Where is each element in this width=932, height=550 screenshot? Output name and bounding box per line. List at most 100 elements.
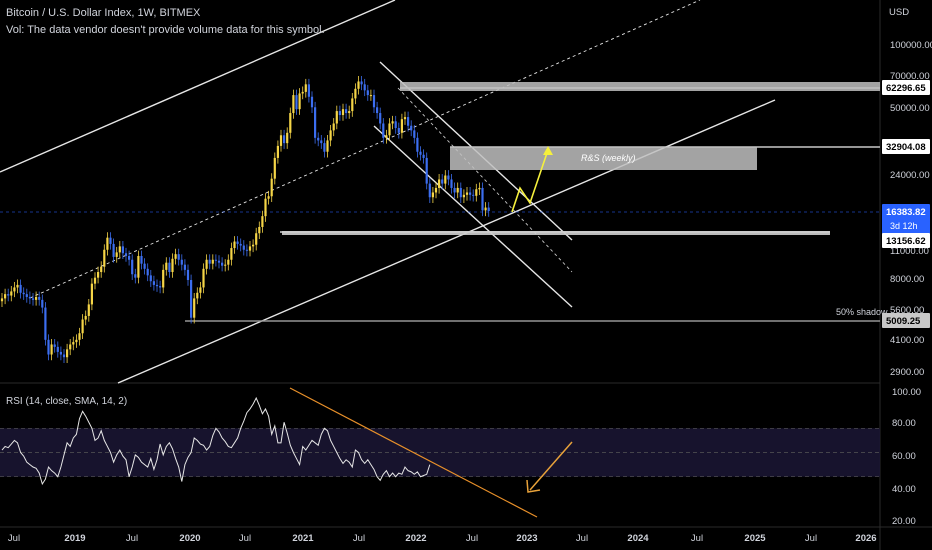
- candle-body: [413, 130, 416, 138]
- price-tag-value: 13156.62: [886, 236, 926, 247]
- candle-body: [438, 179, 441, 188]
- candle-body: [341, 109, 345, 116]
- time-tick-label: Jul: [576, 533, 588, 544]
- rsi-trendline: [289, 387, 538, 518]
- price-tag-value: 62296.65: [886, 83, 926, 94]
- candle-body: [38, 296, 41, 300]
- candle-body: [366, 90, 369, 96]
- candle-body: [149, 275, 152, 282]
- price-tick-label: 24000.00: [890, 170, 930, 181]
- candle-body: [478, 187, 481, 190]
- rsi-tick-label: 100.00: [892, 387, 921, 398]
- candle-body: [193, 298, 196, 318]
- rsi-tick-label: 80.00: [892, 418, 916, 429]
- candle-body: [202, 268, 205, 288]
- symbol-title: Bitcoin / U.S. Dollar Index, 1W, BITMEX: [6, 7, 201, 19]
- rsi-line: [1, 396, 431, 486]
- candle-body: [84, 315, 87, 320]
- price-tag-value: 16383.82: [886, 207, 926, 218]
- candle-body: [372, 95, 376, 108]
- candle-body: [16, 284, 19, 288]
- price-tick-label: 11000.00: [890, 246, 929, 257]
- time-tick-label: 2023: [516, 533, 537, 544]
- candle-body: [487, 207, 490, 212]
- candle-body: [447, 175, 450, 180]
- rsi-tick-label: 40.00: [892, 484, 916, 495]
- candle-body: [35, 296, 38, 300]
- candle-body: [224, 264, 227, 266]
- candle-body: [351, 98, 354, 112]
- candle-body: [196, 292, 199, 299]
- resistance-zone-32904: [450, 147, 757, 170]
- candle-body: [469, 192, 472, 195]
- candle-body: [484, 207, 487, 211]
- candle-body: [298, 93, 301, 110]
- candle-body: [118, 246, 121, 253]
- candle-body: [397, 128, 400, 133]
- candle-body: [121, 246, 124, 254]
- candle-body: [475, 189, 478, 196]
- candle-body: [174, 254, 177, 259]
- price-tag: [882, 139, 930, 154]
- candle-body: [131, 259, 134, 275]
- candle-body: [354, 88, 357, 99]
- candle-body: [208, 259, 211, 264]
- candle-body: [428, 183, 431, 198]
- candle-body: [286, 132, 289, 144]
- candle-body: [431, 192, 434, 198]
- candle-body: [100, 266, 103, 273]
- candle-body: [180, 259, 183, 265]
- down-channel-lower-line: [373, 125, 573, 308]
- candle-body: [407, 117, 410, 126]
- candle-body: [140, 255, 143, 264]
- candle-body: [168, 262, 171, 273]
- candle-body: [72, 342, 75, 345]
- candle-body: [239, 243, 242, 246]
- down-channel-mid-dashed: [397, 87, 573, 273]
- candle-body: [106, 237, 109, 250]
- time-tick-label: Jul: [353, 533, 365, 544]
- rsi-tick-label: 60.00: [892, 451, 916, 462]
- candle-body: [255, 233, 258, 245]
- candle-body: [214, 259, 217, 261]
- candle-body: [41, 299, 44, 308]
- candle-body: [419, 151, 422, 155]
- candle-body: [462, 194, 465, 198]
- price-tag-countdown: 3d 12h: [890, 221, 918, 231]
- price-tag-value: 32904.08: [886, 142, 926, 153]
- candle-body: [363, 84, 366, 91]
- candle-body: [385, 135, 388, 138]
- candle-body: [199, 287, 202, 293]
- candle-body: [481, 187, 484, 211]
- time-tick-label: Jul: [691, 533, 703, 544]
- candle-body: [252, 244, 255, 247]
- candle-body: [444, 175, 447, 184]
- candle-body: [465, 192, 469, 195]
- projection-arrowhead: [543, 146, 553, 155]
- candle-body: [90, 283, 93, 305]
- rsi-title: RSI (14, close, SMA, 14, 2): [6, 396, 127, 407]
- candle-body: [146, 268, 149, 276]
- projection-path: [511, 149, 549, 213]
- candle-body: [304, 84, 307, 92]
- candle-body: [456, 187, 459, 193]
- rsi-tick-label: 20.00: [892, 516, 916, 527]
- rsi-arrow-head: [526, 479, 541, 493]
- support-zone-13156: [282, 231, 830, 235]
- candle-body: [258, 226, 261, 234]
- candle-body: [128, 255, 131, 260]
- resistance-zone-62296: [400, 82, 880, 91]
- candle-body: [93, 277, 97, 284]
- time-tick-label: 2022: [405, 533, 426, 544]
- candle-body: [137, 255, 140, 278]
- price-tag-value: 5009.25: [886, 316, 921, 327]
- candle-body: [171, 258, 174, 273]
- candle-body: [394, 121, 397, 129]
- candle-body: [314, 107, 317, 138]
- candle-body: [162, 269, 165, 288]
- price-tag: [882, 233, 930, 248]
- candle-body: [379, 113, 382, 124]
- candle-body: [190, 280, 193, 318]
- candle-body: [348, 111, 351, 114]
